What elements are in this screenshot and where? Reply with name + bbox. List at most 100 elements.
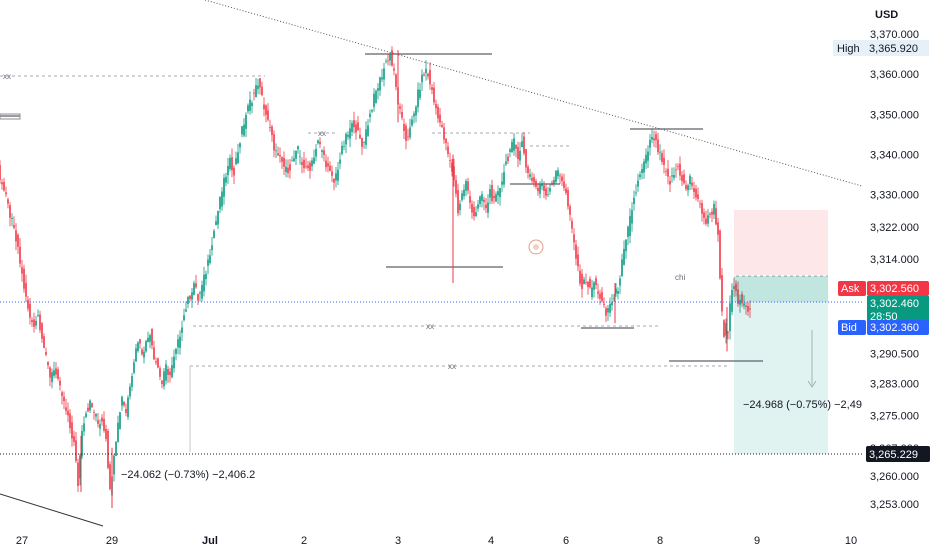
- candle-body: [663, 157, 665, 165]
- y-tick-label: 3,350.000: [870, 109, 919, 121]
- candle-body: [179, 336, 181, 348]
- ask-tag-label: Ask: [841, 283, 860, 295]
- candle-body: [279, 155, 281, 157]
- candle-body: [265, 105, 267, 115]
- candle-body: [541, 183, 543, 187]
- y-tick-label: 3,360.000: [870, 69, 919, 81]
- candle-body: [621, 259, 623, 277]
- support-trendline[interactable]: [0, 493, 104, 527]
- candle-body: [65, 407, 67, 411]
- candle-body: [79, 455, 81, 479]
- x-tick-label: 6: [563, 535, 569, 547]
- candle-body: [229, 158, 231, 169]
- high-value: 3,365.920: [869, 43, 918, 55]
- candle-body: [423, 74, 425, 76]
- candle-body: [71, 422, 73, 439]
- candle-body: [117, 422, 119, 442]
- candle-body: [277, 153, 279, 156]
- profit-zone-upper[interactable]: [734, 276, 828, 302]
- candle-body: [463, 189, 465, 196]
- candle-body: [329, 165, 331, 172]
- candle-body: [107, 430, 109, 468]
- candle-body: [299, 156, 301, 158]
- candle-body: [639, 174, 641, 178]
- candle-body: [121, 396, 123, 406]
- candle-body: [129, 386, 131, 397]
- candle-body: [383, 68, 385, 80]
- candle-body: [369, 113, 371, 118]
- candle-body: [33, 319, 35, 327]
- candle-body: [627, 226, 629, 237]
- candle-body: [561, 176, 563, 182]
- level-label-xx-0: xx: [3, 72, 11, 81]
- candle-body: [503, 172, 505, 185]
- candle-body: [345, 133, 347, 145]
- candle-body: [737, 289, 739, 304]
- level-label-chi: chi: [675, 273, 685, 282]
- candle-body: [709, 213, 711, 215]
- candle-body: [307, 165, 309, 169]
- candle-body: [473, 207, 475, 217]
- candle-body: [567, 189, 569, 207]
- level-handle[interactable]: [0, 113, 21, 120]
- bid-tag-label: Bid: [841, 322, 857, 334]
- candle-body: [745, 305, 747, 307]
- candle-body: [373, 93, 375, 107]
- candle-body: [85, 413, 87, 418]
- candle-body: [125, 408, 127, 413]
- candle-body: [81, 431, 83, 457]
- candle-body: [31, 320, 33, 322]
- candle-body: [195, 283, 197, 288]
- candle-body: [613, 297, 615, 299]
- stop-loss-zone[interactable]: [734, 210, 828, 275]
- bid-value: 3,302.360: [870, 322, 919, 334]
- candle-body: [669, 180, 671, 185]
- candle-body: [341, 145, 343, 154]
- candle-body: [151, 328, 153, 346]
- level-label-xx-3: xx: [448, 362, 456, 371]
- candle-body: [293, 158, 295, 162]
- candle-body: [357, 122, 359, 131]
- price-axis[interactable]: USD 3,370.000 3,360.000 3,350.000 3,340.000 3…: [833, 9, 930, 511]
- x-tick-label: Jul: [202, 535, 218, 547]
- candle-body: [135, 348, 137, 362]
- candle-body: [659, 151, 661, 153]
- candle-body: [385, 61, 387, 63]
- candle-body: [39, 314, 41, 331]
- candle-body: [545, 188, 547, 196]
- candle-body: [685, 185, 687, 189]
- candle-body: [77, 462, 79, 486]
- candle-body: [579, 270, 581, 284]
- candle-body: [61, 392, 63, 396]
- candle-body: [67, 410, 69, 416]
- candle-body: [733, 286, 735, 289]
- candle-body: [487, 202, 489, 213]
- high-value-bg: [867, 40, 929, 56]
- candle-body: [29, 303, 31, 318]
- candle-body: [211, 245, 213, 250]
- profit-zone[interactable]: [734, 302, 828, 454]
- time-axis[interactable]: 27 29 Jul 2 3 4 6 8 9 10: [16, 535, 857, 547]
- x-tick-label: 8: [657, 535, 663, 547]
- candle-body: [275, 150, 277, 152]
- candle-body: [105, 428, 107, 439]
- candle-body: [611, 302, 613, 306]
- candle-body: [93, 412, 95, 413]
- candle-body: [49, 367, 51, 378]
- candle-body: [365, 129, 367, 145]
- descending-trendline[interactable]: [204, 0, 863, 187]
- candle-body: [391, 50, 393, 66]
- y-tick-label: 3,340.000: [870, 150, 919, 162]
- candle-body: [45, 352, 47, 355]
- candle-body: [233, 167, 235, 176]
- y-tick-label: 3,322.000: [870, 222, 919, 234]
- candle-body: [695, 188, 697, 198]
- candle-body: [347, 134, 349, 137]
- candle-body: [419, 89, 421, 98]
- candle-body: [339, 159, 341, 164]
- candle-body: [673, 175, 675, 178]
- candle-body: [651, 136, 653, 140]
- candle-body: [83, 423, 85, 432]
- candle-body: [631, 210, 633, 224]
